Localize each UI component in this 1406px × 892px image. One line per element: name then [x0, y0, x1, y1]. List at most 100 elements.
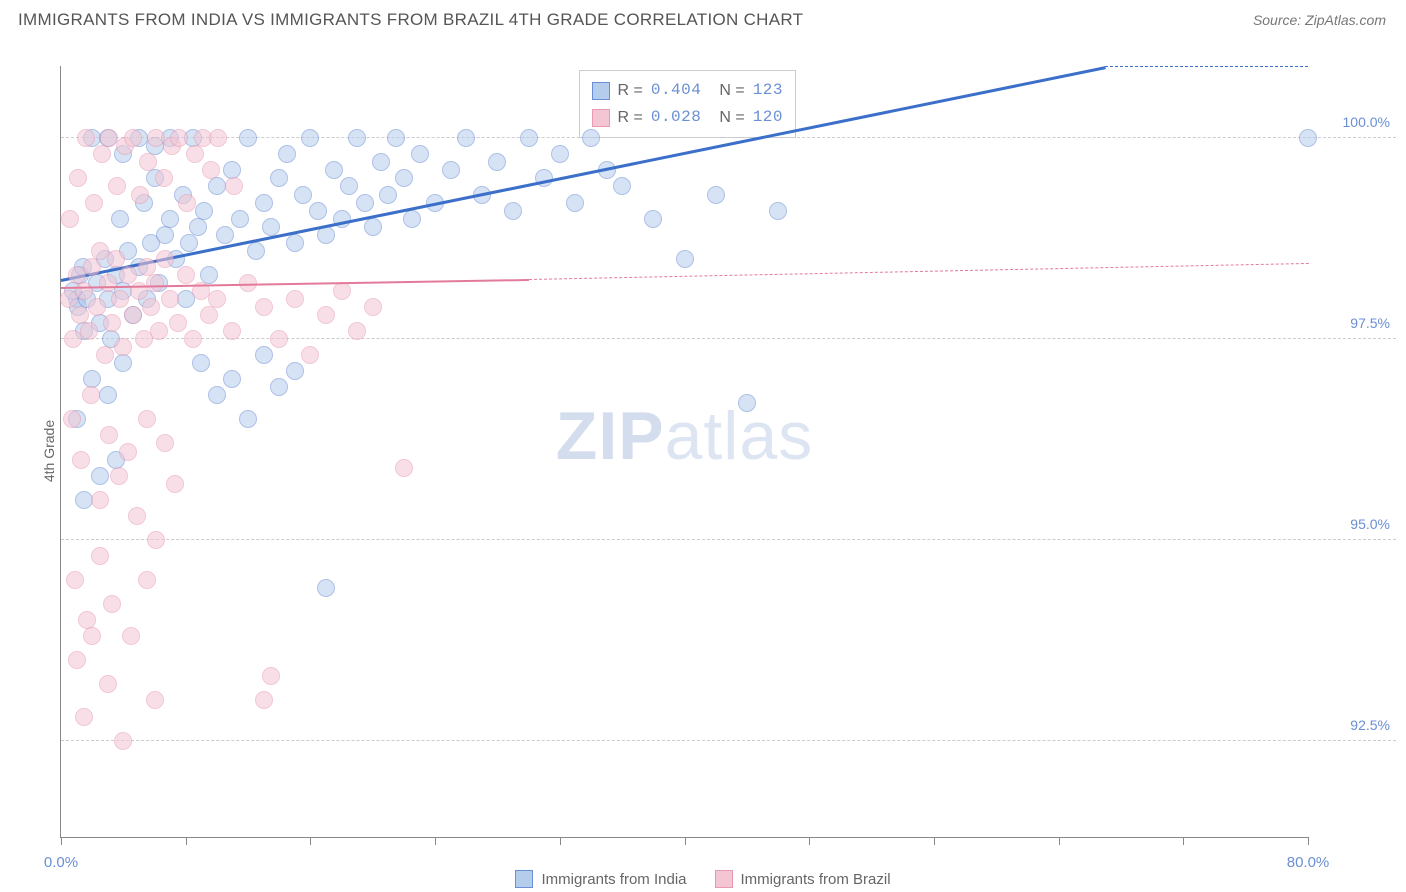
data-point [108, 177, 126, 195]
data-point [262, 218, 280, 236]
data-point [270, 330, 288, 348]
x-tick [186, 837, 187, 845]
data-point [124, 129, 142, 147]
data-point [119, 266, 137, 284]
data-point [103, 595, 121, 613]
data-point [155, 169, 173, 187]
data-point [309, 202, 327, 220]
data-point [208, 290, 226, 308]
data-point [169, 314, 187, 332]
data-point [63, 410, 81, 428]
data-point [216, 226, 234, 244]
data-point [122, 627, 140, 645]
data-point [239, 129, 257, 147]
legend-swatch [715, 870, 733, 888]
data-point [255, 691, 273, 709]
gridline [61, 338, 1396, 339]
data-point [262, 667, 280, 685]
legend-swatch [515, 870, 533, 888]
data-point [184, 330, 202, 348]
data-point [387, 129, 405, 147]
data-point [68, 651, 86, 669]
source-attribution: Source: ZipAtlas.com [1253, 12, 1386, 28]
data-point [738, 394, 756, 412]
legend-swatch [592, 82, 610, 100]
data-point [156, 434, 174, 452]
data-point [131, 186, 149, 204]
data-point [769, 202, 787, 220]
data-point [231, 210, 249, 228]
trend-line [1105, 66, 1308, 67]
data-point [72, 451, 90, 469]
data-point [91, 491, 109, 509]
data-point [91, 467, 109, 485]
data-point [411, 145, 429, 163]
data-point [147, 531, 165, 549]
gridline [61, 539, 1396, 540]
data-point [457, 129, 475, 147]
data-point [223, 322, 241, 340]
x-tick [934, 837, 935, 845]
x-tick [809, 837, 810, 845]
data-point [286, 290, 304, 308]
data-point [178, 194, 196, 212]
data-point [239, 410, 257, 428]
data-point [582, 129, 600, 147]
data-point [114, 338, 132, 356]
series-legend: Immigrants from IndiaImmigrants from Bra… [0, 870, 1406, 888]
data-point [71, 306, 89, 324]
data-point [91, 547, 109, 565]
data-point [255, 346, 273, 364]
data-point [142, 298, 160, 316]
data-point [180, 234, 198, 252]
data-point [107, 250, 125, 268]
data-point [208, 177, 226, 195]
x-tick [560, 837, 561, 845]
data-point [186, 145, 204, 163]
x-tick [61, 837, 62, 845]
data-point [93, 145, 111, 163]
data-point [566, 194, 584, 212]
legend-row: R = 0.028N = 120 [592, 104, 784, 131]
data-point [340, 177, 358, 195]
y-tick-label: 95.0% [1350, 516, 1390, 532]
x-tick-label: 0.0% [44, 854, 78, 871]
data-point [209, 129, 227, 147]
data-point [348, 322, 366, 340]
data-point [138, 410, 156, 428]
data-point [177, 266, 195, 284]
data-point [255, 194, 273, 212]
data-point [146, 274, 164, 292]
data-point [139, 153, 157, 171]
legend-row: R = 0.404N = 123 [592, 77, 784, 104]
x-tick [310, 837, 311, 845]
data-point [83, 258, 101, 276]
data-point [166, 475, 184, 493]
watermark: ZIPatlas [556, 397, 813, 475]
data-point [96, 346, 114, 364]
gridline [61, 137, 1396, 138]
data-point [99, 675, 117, 693]
data-point [156, 250, 174, 268]
data-point [613, 177, 631, 195]
data-point [1299, 129, 1317, 147]
data-point [395, 459, 413, 477]
data-point [255, 298, 273, 316]
chart-title: IMMIGRANTS FROM INDIA VS IMMIGRANTS FROM… [18, 10, 803, 30]
data-point [551, 145, 569, 163]
data-point [223, 370, 241, 388]
data-point [333, 282, 351, 300]
data-point [504, 202, 522, 220]
data-point [119, 443, 137, 461]
data-point [364, 218, 382, 236]
data-point [75, 708, 93, 726]
x-tick [1308, 837, 1309, 845]
data-point [644, 210, 662, 228]
data-point [520, 129, 538, 147]
y-axis-label: 4th Grade [41, 420, 57, 482]
x-tick-label: 80.0% [1287, 854, 1330, 871]
data-point [80, 322, 98, 340]
data-point [379, 186, 397, 204]
data-point [270, 378, 288, 396]
data-point [114, 732, 132, 750]
